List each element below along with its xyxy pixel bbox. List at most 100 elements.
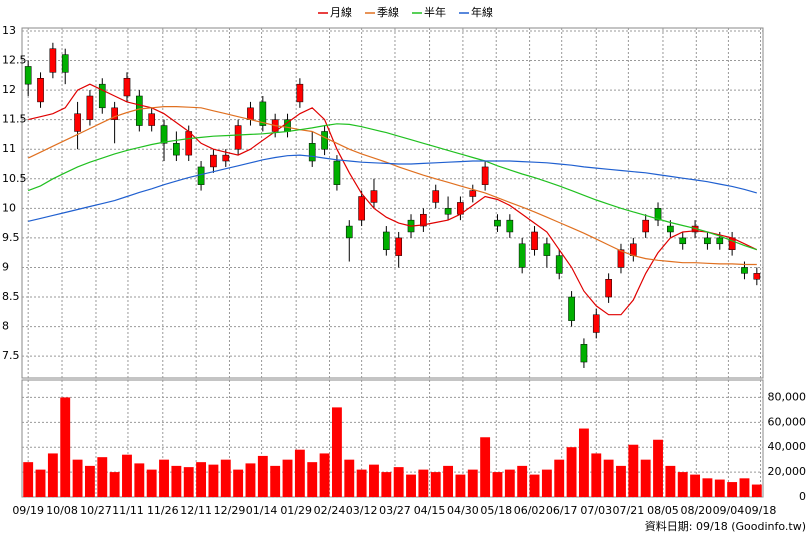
volume-bar xyxy=(714,479,725,497)
volume-bar xyxy=(35,469,46,497)
y-tick-label: 9 xyxy=(2,260,9,273)
candle-body xyxy=(494,219,501,227)
volume-bar xyxy=(517,465,528,497)
volume-bar xyxy=(603,459,614,497)
volume-bar xyxy=(665,465,676,497)
y-tick-label: 80,000 xyxy=(768,390,807,403)
candle-body xyxy=(543,243,551,256)
candle-body xyxy=(716,237,724,245)
x-tick-label: 12/11 xyxy=(180,504,212,517)
volume-bar xyxy=(393,467,404,497)
volume-bar xyxy=(369,464,379,497)
y-tick-label: 40,000 xyxy=(768,440,807,453)
volume-bar xyxy=(47,453,58,497)
volume-bar xyxy=(109,472,120,497)
volume-bar xyxy=(640,459,651,497)
x-tick-label: 09/04 xyxy=(713,504,745,517)
volume-bar xyxy=(146,469,157,497)
candle-body xyxy=(333,160,341,185)
y-tick-label: 0 xyxy=(799,490,806,503)
volume-bar xyxy=(233,469,244,497)
volume-bar xyxy=(628,444,639,497)
candle-body xyxy=(642,219,650,233)
y-tick-label: 7.5 xyxy=(2,349,20,362)
candle-body xyxy=(580,344,588,363)
y-tick-label: 11.5 xyxy=(2,113,27,126)
candle-body xyxy=(37,78,44,103)
y-tick-label: 60,000 xyxy=(768,415,807,428)
x-tick-label: 02/24 xyxy=(314,504,346,517)
volume-bar xyxy=(467,469,478,497)
candle-body xyxy=(704,237,711,245)
x-tick-label: 01/14 xyxy=(246,504,278,517)
candle-body xyxy=(173,143,180,156)
volume-bar xyxy=(356,469,367,497)
volume-bar xyxy=(220,459,231,497)
candle-body xyxy=(617,249,625,268)
volume-bar xyxy=(541,469,552,497)
volume-bar xyxy=(196,462,207,497)
y-tick-label: 8.5 xyxy=(2,290,20,303)
volume-bar xyxy=(739,478,750,497)
candle-body xyxy=(518,243,526,268)
volume-bar xyxy=(344,459,355,497)
candle-body xyxy=(247,107,254,120)
x-tick-label: 06/02 xyxy=(514,504,546,517)
legend-label: 月線 xyxy=(330,5,352,19)
x-tick-label: 03/27 xyxy=(379,504,411,517)
y-tick-label: 20,000 xyxy=(768,465,807,478)
volume-bar xyxy=(529,474,540,497)
volume-bar xyxy=(727,482,738,497)
x-tick-label: 06/17 xyxy=(546,504,578,517)
candle-body xyxy=(234,125,242,150)
candle-body xyxy=(469,190,477,197)
candle-body xyxy=(605,279,612,298)
footer: 資料日期: 09/18 (Goodinfo.tw) xyxy=(645,519,806,533)
volume-bar xyxy=(84,465,95,497)
candle-body xyxy=(160,125,168,144)
candle-body xyxy=(86,95,94,120)
x-tick-label: 11/26 xyxy=(147,504,179,517)
volume-bar xyxy=(97,457,108,497)
candle-body xyxy=(123,78,131,97)
candle-body xyxy=(185,131,193,156)
candle-body xyxy=(358,196,365,221)
x-tick-label: 01/29 xyxy=(280,504,312,517)
volume-bar xyxy=(591,453,602,497)
y-tick-label: 8 xyxy=(2,320,9,333)
candle-body xyxy=(506,219,514,233)
x-tick-label: 10/08 xyxy=(46,504,78,517)
x-tick-label: 12/29 xyxy=(214,504,246,517)
volume-bar xyxy=(455,474,466,497)
candle-body xyxy=(679,237,687,245)
ma-line xyxy=(28,83,758,316)
volume-bar xyxy=(751,484,762,497)
candle-body xyxy=(382,231,390,250)
legend-label: 季線 xyxy=(377,5,399,19)
candle-body xyxy=(531,231,538,250)
volume-bar xyxy=(578,428,589,497)
candle-body xyxy=(741,267,748,274)
volume-bar xyxy=(443,465,454,497)
volume-bar xyxy=(245,463,256,497)
volume-bar xyxy=(319,453,330,497)
candle-body xyxy=(481,166,489,185)
candle-body xyxy=(345,225,353,239)
volume-bar xyxy=(331,407,342,497)
volume-bar xyxy=(171,465,182,497)
volume-bar xyxy=(60,397,71,497)
volume-bar xyxy=(554,459,565,497)
candle-body xyxy=(667,225,674,233)
candle-body xyxy=(210,154,217,168)
candle-body xyxy=(24,66,32,85)
candle-body xyxy=(197,166,205,185)
volume-bar xyxy=(270,465,281,497)
volume-bar xyxy=(208,464,219,497)
price-panel xyxy=(21,27,764,379)
y-tick-label: 10.5 xyxy=(2,172,27,185)
x-tick-label: 10/27 xyxy=(80,504,112,517)
candle-body xyxy=(444,208,452,215)
x-tick-label: 11/11 xyxy=(112,504,144,517)
y-tick-label: 11 xyxy=(2,142,16,155)
candle-body xyxy=(61,54,69,73)
